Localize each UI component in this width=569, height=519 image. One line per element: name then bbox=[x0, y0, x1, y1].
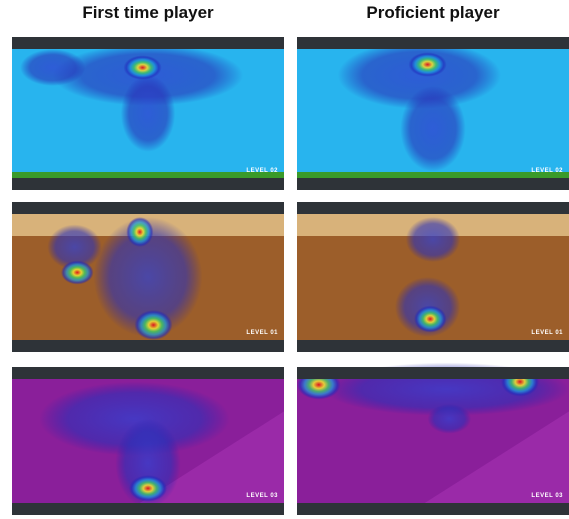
gaze-heat bbox=[128, 475, 168, 502]
gaze-heat bbox=[405, 217, 461, 262]
grass bbox=[297, 172, 569, 178]
bottom-bar bbox=[297, 178, 569, 190]
gaze-heat bbox=[39, 381, 230, 456]
level-label: LEVEL 02 bbox=[246, 168, 278, 174]
gaze-heat bbox=[427, 404, 472, 434]
top-bar bbox=[12, 202, 284, 214]
gaze-heat bbox=[134, 310, 173, 340]
gaze-heat bbox=[60, 260, 94, 285]
level-label: LEVEL 01 bbox=[531, 330, 563, 336]
gaze-heat bbox=[413, 305, 447, 333]
gaze-heat bbox=[20, 49, 86, 86]
top-bar bbox=[12, 367, 284, 379]
gaze-heat bbox=[93, 217, 203, 337]
game-panel: LEVEL 02 bbox=[297, 37, 569, 190]
bottom-bar bbox=[297, 503, 569, 515]
gaze-heat bbox=[47, 224, 102, 270]
game-panel: LEVEL 03 bbox=[12, 367, 284, 515]
gaze-heat bbox=[408, 52, 447, 77]
game-panel: LEVEL 03 bbox=[297, 362, 569, 515]
gaze-heat bbox=[123, 55, 162, 80]
bottom-bar bbox=[12, 503, 284, 515]
bottom-bar bbox=[297, 340, 569, 352]
gaze-heat bbox=[126, 217, 154, 247]
game-panel: LEVEL 01 bbox=[297, 202, 569, 352]
floor-shade bbox=[405, 411, 569, 515]
level-label: LEVEL 03 bbox=[246, 493, 278, 499]
gaze-heat bbox=[120, 75, 176, 152]
column-header: First time player bbox=[82, 3, 214, 22]
column-header: Proficient player bbox=[366, 3, 500, 22]
top-bar bbox=[12, 37, 284, 49]
gaze-heat bbox=[400, 85, 466, 172]
top-bar bbox=[297, 202, 569, 214]
top-bar bbox=[297, 37, 569, 49]
bottom-bar bbox=[12, 340, 284, 352]
level-label: LEVEL 01 bbox=[246, 330, 278, 336]
level-label: LEVEL 02 bbox=[531, 168, 563, 174]
level-label: LEVEL 03 bbox=[531, 493, 563, 499]
game-panel: LEVEL 02 bbox=[12, 37, 284, 190]
bottom-bar bbox=[12, 178, 284, 190]
top-bar bbox=[297, 367, 569, 379]
grass bbox=[12, 172, 284, 178]
game-panel: LEVEL 01 bbox=[12, 202, 284, 352]
